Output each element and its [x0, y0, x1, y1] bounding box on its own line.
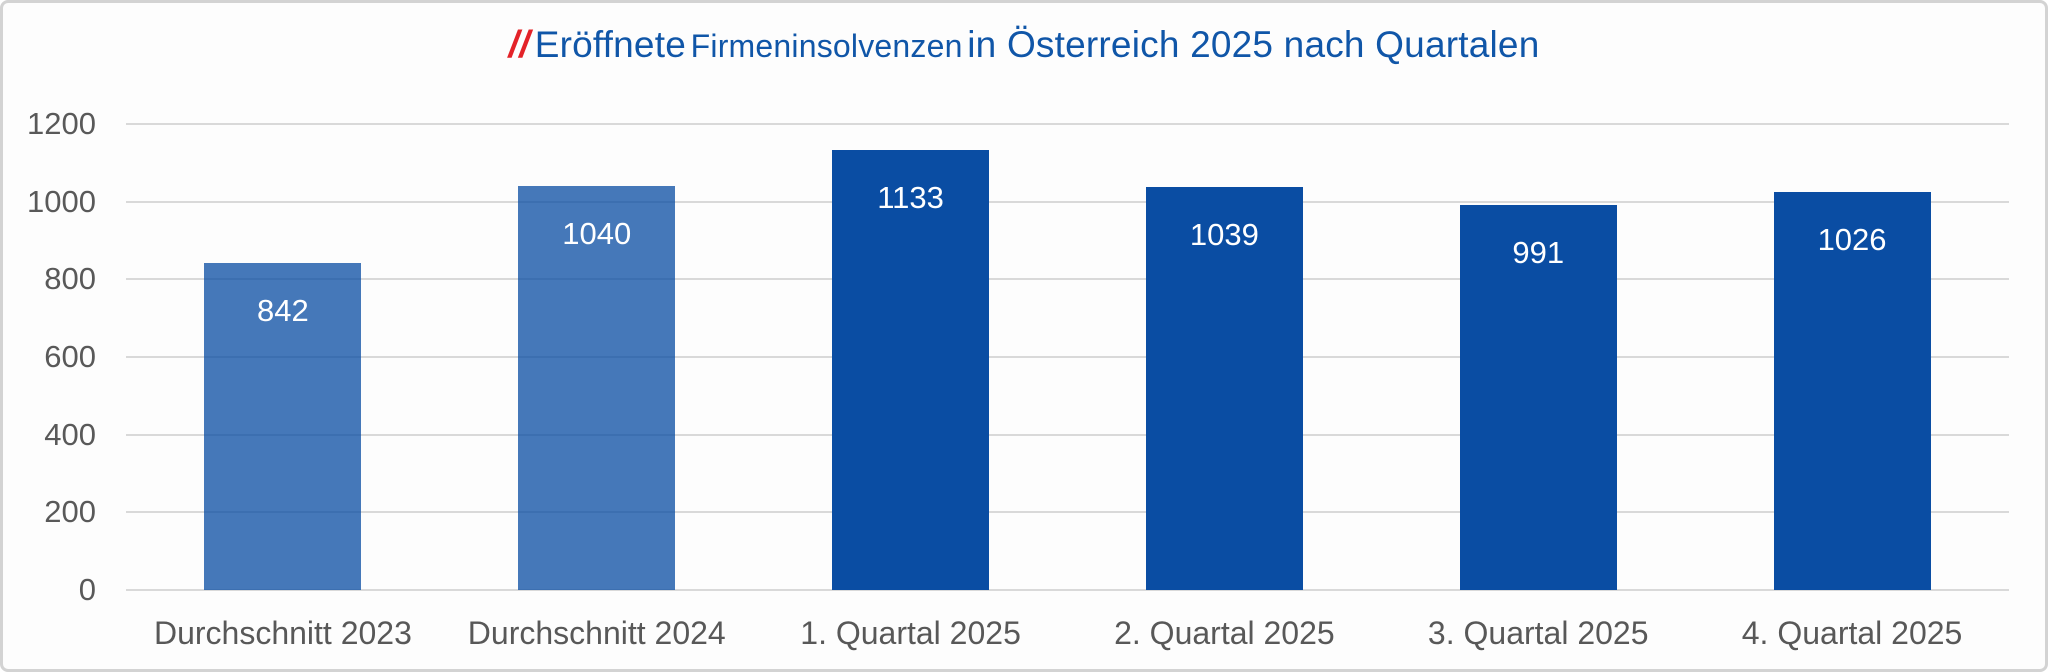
- bar: 1039: [1145, 186, 1303, 590]
- gridline: [126, 589, 2009, 591]
- bar-slot: 1133: [754, 124, 1068, 590]
- title-text-part3: in Österreich 2025 nach Quartalen: [967, 24, 1540, 65]
- bar: 1040: [518, 186, 676, 590]
- bar-slot: 1039: [1067, 124, 1381, 590]
- x-axis-category-label: 3. Quartal 2025: [1427, 615, 1649, 651]
- bar-value-label: 1040: [562, 216, 632, 252]
- y-axis-tick-label: 400: [44, 416, 96, 452]
- bar: 842: [204, 263, 362, 590]
- title-slash-mark: //: [508, 24, 531, 66]
- gridline: [126, 278, 2009, 281]
- gridline: [126, 200, 2009, 203]
- y-axis-tick-label: 1000: [27, 183, 96, 219]
- y-axis-tick-label: 200: [44, 494, 96, 530]
- gridline: [126, 123, 2009, 125]
- x-axis-category-label: 2. Quartal 2025: [1114, 615, 1335, 651]
- bar-slot: 1026: [1695, 124, 2009, 590]
- bar: 1133: [832, 150, 990, 590]
- bar-slot: 842: [126, 124, 440, 590]
- title-text-part1: Eröffnete: [534, 24, 686, 65]
- y-axis-tick-label: 0: [78, 572, 96, 607]
- x-axis-category-label: 1. Quartal 2025: [800, 615, 1021, 651]
- bar-value-label: 1133: [877, 180, 944, 216]
- x-axis-category-label: Durchschnitt 2023: [153, 615, 412, 651]
- gridline: [126, 356, 2009, 358]
- x-axis: Durchschnitt 2023 Durchschnitt 2024 1. Qua…: [126, 590, 2009, 652]
- y-axis-tick-label: 600: [44, 339, 96, 374]
- y-axis-tick-label: 800: [44, 261, 96, 297]
- y-axis-tick-label: 1200: [27, 106, 96, 141]
- bar-slot: 991: [1381, 124, 1695, 590]
- bar: 991: [1459, 205, 1617, 590]
- gridline: [126, 511, 2009, 514]
- bar: 1026: [1773, 191, 1931, 590]
- bar-value-label: 842: [257, 293, 309, 329]
- x-axis-category-label: Durchschnitt 2024: [467, 615, 726, 651]
- bar-value-label: 1026: [1817, 221, 1887, 257]
- x-axis-category-label: 4. Quartal 2025: [1741, 615, 1963, 651]
- plot-area: 0 200 400 600 800 1000 1200 842 1040 1133 1039 991…: [27, 106, 2009, 651]
- bar-value-label: 991: [1512, 235, 1565, 271]
- chart-title: // Eröffnete Firmeninsolvenzen in Österr…: [3, 24, 2045, 67]
- bar-slot: 1040: [440, 124, 754, 590]
- gridline: [126, 433, 2009, 436]
- bars-layer: 842 1040 1133 1039 991 1026: [126, 124, 2009, 590]
- title-text-part2: Firmeninsolvenzen: [690, 28, 963, 64]
- bar-value-label: 1039: [1189, 216, 1259, 252]
